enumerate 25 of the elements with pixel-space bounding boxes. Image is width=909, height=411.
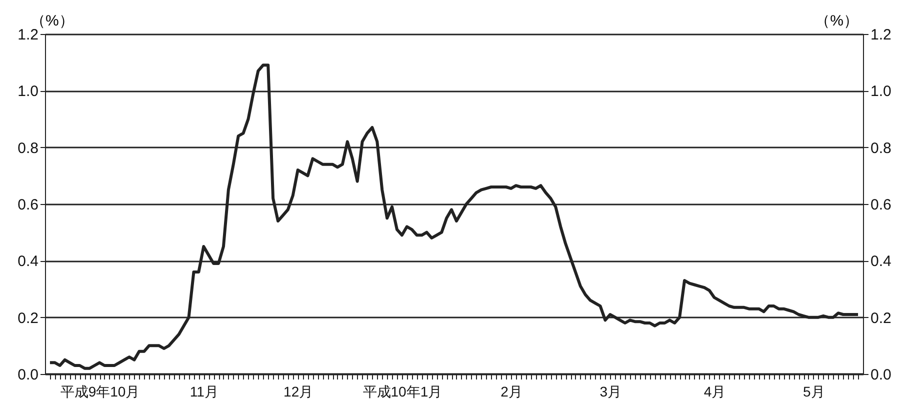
y-tick-label: 1.2 xyxy=(18,26,38,44)
y2-tick-label: 0.0 xyxy=(870,366,892,384)
y2-tick-label: 0.4 xyxy=(870,253,892,270)
x-tick-label: 11月 xyxy=(190,384,218,400)
y2-tick-label: 0.8 xyxy=(870,140,892,157)
x-tick-label: 平成9年10月 xyxy=(60,384,140,400)
x-tick-label: 2月 xyxy=(500,384,522,400)
x-tick-label: 5月 xyxy=(803,384,825,400)
x-tick-label: 平成10年1月 xyxy=(362,384,442,400)
y2-tick-label: 1.2 xyxy=(870,26,892,44)
y-tick-label: 0.8 xyxy=(18,140,38,157)
y-tick-label: 0.0 xyxy=(18,366,38,384)
y2-tick-label: 1.0 xyxy=(870,83,892,100)
y-axis-title: （%） xyxy=(30,12,74,30)
y-tick-label: 0.6 xyxy=(18,196,38,214)
y-tick-label: 0.2 xyxy=(18,310,38,327)
x-tick-label: 3月 xyxy=(600,384,622,400)
y-tick-label: 1.0 xyxy=(18,83,38,100)
x-tick-label: 12月 xyxy=(284,384,314,400)
x-tick-label: 4月 xyxy=(704,384,726,400)
y2-tick-label: 0.2 xyxy=(870,310,892,327)
y-tick-label: 0.4 xyxy=(18,253,38,270)
y2-tick-label: 0.6 xyxy=(870,196,892,214)
line-series xyxy=(48,64,860,370)
y2-axis-title: （%） xyxy=(815,12,858,30)
